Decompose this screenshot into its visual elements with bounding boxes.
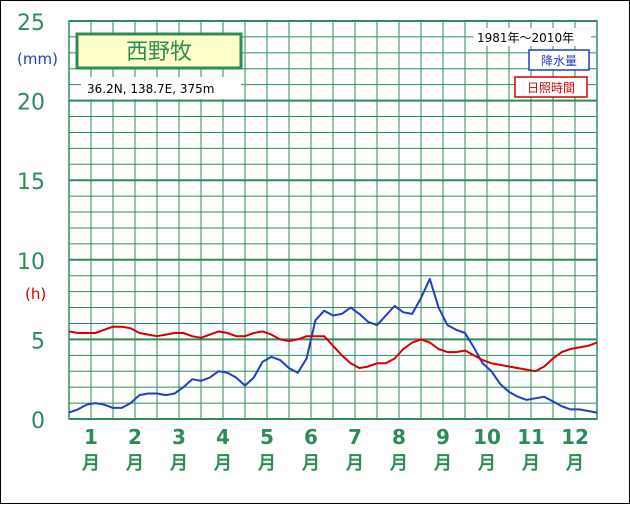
x-month-suffix: 月 (345, 453, 364, 474)
y-tick-label: 5 (31, 329, 45, 354)
location-bg (81, 77, 241, 99)
y-unit-mm: (mm) (17, 50, 58, 68)
y-tick-label: 0 (31, 409, 45, 434)
x-month-number: 11 (517, 425, 545, 449)
x-month-suffix: 月 (433, 453, 452, 474)
period-text: 1981年〜2010年 (477, 31, 574, 45)
x-month-number: 6 (304, 425, 318, 449)
x-month-number: 2 (128, 425, 142, 449)
plot-border (68, 20, 598, 420)
x-month-suffix: 月 (257, 453, 276, 474)
legend-sunshine-label: 日照時間 (527, 81, 575, 95)
x-month-suffix: 月 (565, 453, 584, 474)
x-month-number: 7 (348, 425, 362, 449)
precipitation-line (68, 277, 598, 414)
x-month-number: 9 (436, 425, 450, 449)
x-month-suffix: 月 (389, 453, 408, 474)
y-tick-label: 10 (17, 250, 45, 275)
legend-precipitation-label: 降水量 (541, 54, 577, 68)
x-month-suffix: 月 (301, 453, 320, 474)
chart-title: 西野牧 (126, 40, 192, 65)
x-month-number: 5 (260, 425, 274, 449)
x-month-number: 4 (216, 425, 230, 449)
x-month-suffix: 月 (477, 453, 496, 474)
location-text: 36.2N, 138.7E, 375m (87, 82, 214, 96)
x-month-suffix: 月 (81, 453, 100, 474)
x-month-suffix: 月 (169, 453, 188, 474)
legend-sunshine-box (514, 76, 588, 98)
y-tick-label: 20 (17, 91, 45, 116)
x-month-number: 8 (392, 425, 406, 449)
y-tick-label: 15 (17, 170, 45, 195)
title-box (75, 32, 243, 70)
x-month-number: 12 (561, 425, 589, 449)
sunshine-line (68, 325, 598, 373)
x-month-number: 10 (473, 425, 501, 449)
legend-precipitation-box (528, 49, 590, 71)
y-unit-h: (h) (25, 285, 46, 303)
x-month-suffix: 月 (125, 453, 144, 474)
period-bg (473, 28, 591, 46)
x-month-suffix: 月 (213, 453, 232, 474)
y-tick-label: 25 (17, 11, 45, 36)
x-month-number: 3 (172, 425, 186, 449)
x-month-number: 1 (84, 425, 98, 449)
x-month-suffix: 月 (521, 453, 540, 474)
